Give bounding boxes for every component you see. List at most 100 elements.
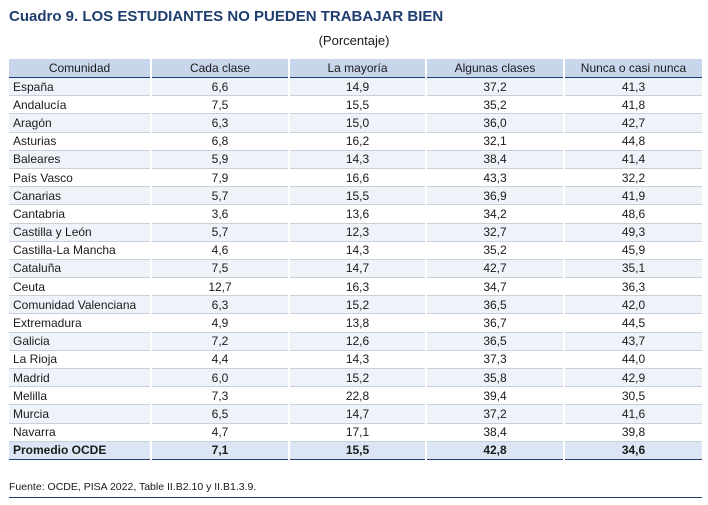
column-header-nunca: Nunca o casi nunca bbox=[564, 59, 702, 78]
table-cell-region: Aragón bbox=[9, 113, 152, 133]
table-cell-value: 36,9 bbox=[426, 186, 565, 206]
table-cell-value: 16,6 bbox=[289, 168, 427, 188]
table-row: Melilla 7,3 22,8 39,4 30,5 bbox=[9, 386, 702, 406]
table-cell-value: 32,7 bbox=[426, 223, 565, 242]
table-cell-value: 7,2 bbox=[151, 332, 290, 351]
table-row: Castilla y León 5,7 12,3 32,7 49,3 bbox=[9, 223, 702, 242]
table-row: Cataluña 7,5 14,7 42,7 35,1 bbox=[9, 259, 702, 279]
table-cell-value: 4,9 bbox=[151, 313, 290, 333]
table-row: Aragón 6,3 15,0 36,0 42,7 bbox=[9, 113, 702, 133]
table-cell-value: 44,0 bbox=[564, 350, 702, 370]
table-cell-region: Promedio OCDE bbox=[9, 441, 152, 460]
table-cell-value: 41,3 bbox=[564, 77, 702, 97]
table-cell-value: 42,9 bbox=[564, 368, 702, 388]
table-cell-value: 15,5 bbox=[289, 441, 427, 460]
table-cell-value: 12,6 bbox=[289, 332, 427, 351]
table-cell-value: 3,6 bbox=[151, 204, 290, 224]
table-cell-value: 13,6 bbox=[289, 204, 427, 224]
table-cell-value: 14,3 bbox=[289, 150, 427, 169]
table-cell-region: Asturias bbox=[9, 132, 152, 151]
table-cell-value: 7,5 bbox=[151, 95, 290, 115]
table-cell-value: 41,9 bbox=[564, 186, 702, 206]
table-cell-region: Melilla bbox=[9, 386, 152, 406]
table-cell-region: Murcia bbox=[9, 404, 152, 424]
table-cell-value: 5,7 bbox=[151, 186, 290, 206]
table-cell-value: 35,8 bbox=[426, 368, 565, 388]
table-cell-value: 14,3 bbox=[289, 241, 427, 260]
table-cell-value: 6,3 bbox=[151, 295, 290, 315]
table-cell-value: 42,7 bbox=[426, 259, 565, 279]
column-header-comunidad: Comunidad bbox=[9, 59, 152, 78]
table-cell-value: 6,3 bbox=[151, 113, 290, 133]
table-subtitle: (Porcentaje) bbox=[318, 33, 390, 48]
table-cell-value: 15,2 bbox=[289, 368, 427, 388]
table-cell-value: 12,7 bbox=[151, 277, 290, 297]
table-cell-value: 14,3 bbox=[289, 350, 427, 370]
table-cell-value: 36,5 bbox=[426, 295, 565, 315]
table-row: Ceuta 12,7 16,3 34,7 36,3 bbox=[9, 277, 702, 297]
table-row: Baleares 5,9 14,3 38,4 41,4 bbox=[9, 150, 702, 169]
table-row: Navarra 4,7 17,1 38,4 39,8 bbox=[9, 423, 702, 442]
table-cell-value: 17,1 bbox=[289, 423, 427, 442]
table-cell-region: Comunidad Valenciana bbox=[9, 295, 152, 315]
table-cell-value: 15,5 bbox=[289, 186, 427, 206]
table-cell-value: 43,7 bbox=[564, 332, 702, 351]
table-row: Castilla-La Mancha 4,6 14,3 35,2 45,9 bbox=[9, 241, 702, 260]
table-row: Extremadura 4,9 13,8 36,7 44,5 bbox=[9, 313, 702, 333]
table-cell-value: 16,3 bbox=[289, 277, 427, 297]
table-cell-value: 37,2 bbox=[426, 404, 565, 424]
table-cell-value: 6,5 bbox=[151, 404, 290, 424]
column-header-la-mayoria: La mayoría bbox=[289, 59, 427, 78]
table-cell-value: 41,4 bbox=[564, 150, 702, 169]
table-row: Cantabria 3,6 13,6 34,2 48,6 bbox=[9, 204, 702, 224]
table-cell-value: 34,6 bbox=[564, 441, 702, 460]
table-cell-value: 41,6 bbox=[564, 404, 702, 424]
table-title: Cuadro 9. LOS ESTUDIANTES NO PUEDEN TRAB… bbox=[9, 8, 444, 25]
table-cell-value: 4,4 bbox=[151, 350, 290, 370]
table-cell-value: 36,7 bbox=[426, 313, 565, 333]
table-header-row: Comunidad Cada clase La mayoría Algunas … bbox=[9, 59, 702, 78]
table-cell-region: Ceuta bbox=[9, 277, 152, 297]
table-cell-value: 4,7 bbox=[151, 423, 290, 442]
table-cell-value: 36,3 bbox=[564, 277, 702, 297]
table-cell-value: 32,1 bbox=[426, 132, 565, 151]
table-row: Asturias 6,8 16,2 32,1 44,8 bbox=[9, 132, 702, 151]
table-cell-value: 39,8 bbox=[564, 423, 702, 442]
table-cell-region: Cataluña bbox=[9, 259, 152, 279]
table-row: Andalucía 7,5 15,5 35,2 41,8 bbox=[9, 95, 702, 115]
table-cell-value: 13,8 bbox=[289, 313, 427, 333]
table-cell-value: 36,0 bbox=[426, 113, 565, 133]
table-cell-value: 42,8 bbox=[426, 441, 565, 460]
table-row: Canarias 5,7 15,5 36,9 41,9 bbox=[9, 186, 702, 206]
table-cell-value: 7,3 bbox=[151, 386, 290, 406]
table-cell-value: 14,9 bbox=[289, 77, 427, 97]
table-cell-value: 43,3 bbox=[426, 168, 565, 188]
table-cell-value: 34,2 bbox=[426, 204, 565, 224]
table-row: Comunidad Valenciana 6,3 15,2 36,5 42,0 bbox=[9, 295, 702, 315]
table-row: Promedio OCDE 7,1 15,5 42,8 34,6 bbox=[9, 441, 702, 460]
table-cell-value: 7,5 bbox=[151, 259, 290, 279]
table-cell-region: Baleares bbox=[9, 150, 152, 169]
table-cell-value: 16,2 bbox=[289, 132, 427, 151]
table-cell-value: 6,6 bbox=[151, 77, 290, 97]
table-cell-value: 35,1 bbox=[564, 259, 702, 279]
table-cell-region: Extremadura bbox=[9, 313, 152, 333]
table-cell-value: 38,4 bbox=[426, 423, 565, 442]
table-cell-value: 15,5 bbox=[289, 95, 427, 115]
table-cell-region: Canarias bbox=[9, 186, 152, 206]
table-row: País Vasco 7,9 16,6 43,3 32,2 bbox=[9, 168, 702, 188]
table-row: Murcia 6,5 14,7 37,2 41,6 bbox=[9, 404, 702, 424]
table-cell-value: 35,2 bbox=[426, 241, 565, 260]
table-cell-value: 44,5 bbox=[564, 313, 702, 333]
table-cell-value: 48,6 bbox=[564, 204, 702, 224]
table-cell-value: 15,0 bbox=[289, 113, 427, 133]
table-cell-value: 41,8 bbox=[564, 95, 702, 115]
table-cell-value: 42,7 bbox=[564, 113, 702, 133]
table-cell-value: 6,0 bbox=[151, 368, 290, 388]
table-cell-value: 37,3 bbox=[426, 350, 565, 370]
table-body: España 6,6 14,9 37,2 41,3 Andalucía 7,5 15,5 35,… bbox=[9, 77, 702, 460]
table-row: España 6,6 14,9 37,2 41,3 bbox=[9, 77, 702, 97]
table-row: La Rioja 4,4 14,3 37,3 44,0 bbox=[9, 350, 702, 370]
table-row: Galicia 7,2 12,6 36,5 43,7 bbox=[9, 332, 702, 351]
data-table: Comunidad Cada clase La mayoría Algunas … bbox=[9, 59, 702, 460]
